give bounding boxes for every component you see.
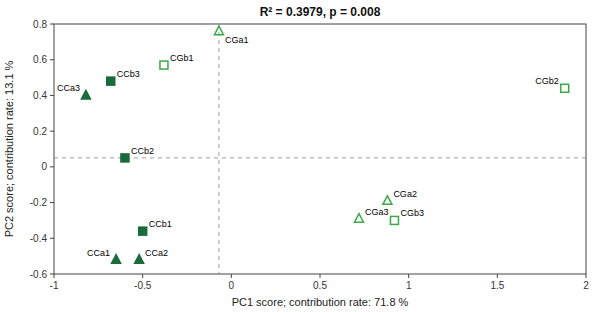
y-tick [50,131,54,132]
point [112,255,121,264]
y-tick [50,24,54,25]
point [383,196,392,205]
axes: -1 -0.5 0 0.5 1 1.5 2 -0.6 -0.4 -0.2 0 0.2 0.4 0.6 0.8 [30,19,589,292]
title: R² = 0.3979, p = 0.008 [260,5,381,19]
chart: -1 -0.5 0 0.5 1 1.5 2 -0.6 -0.4 -0.2 0 0.2 0.4 0.6 0.8… [0,0,600,312]
x-tick [586,274,587,278]
point [355,214,364,223]
point-label: CGb3 [400,208,424,218]
point [135,255,144,264]
point-label: CGb2 [535,76,559,86]
point-label: CCb1 [149,219,172,229]
point-label: CGb1 [170,53,194,63]
y-tick-label: 0.4 [33,90,47,101]
point [81,90,90,99]
y-tick-label: 0.8 [33,19,47,30]
y-tick [50,95,54,96]
x-tick-label: 2 [583,280,589,291]
x-tick-label: 0 [229,280,235,291]
x-tick-label: 1.5 [490,280,504,291]
point-label: CGa3 [365,207,389,217]
point [160,61,168,69]
x-tick [231,274,232,278]
x-tick-label: 1 [406,280,412,291]
reference-line [218,24,219,274]
y-tick [50,274,54,275]
point [107,77,115,85]
plot-area [54,24,586,274]
point [214,26,223,35]
point-label: CCa3 [57,83,80,93]
y-tick [50,238,54,239]
y-tick-label: 0.6 [33,54,47,65]
point-labels: CGa1 CGa2 CGa3 CGb1 CGb2 CGb3 CCa1 CCa2 CCa3 CCb1… [57,35,559,258]
point [561,84,569,92]
x-tick [142,274,143,278]
point [139,227,147,235]
point-label: CGa2 [393,189,417,199]
x-tick [54,274,55,278]
point-label: CCa2 [145,248,168,258]
point [121,154,129,162]
y-tick-label: -0.4 [30,233,48,244]
y-tick-label: 0 [41,161,47,172]
x-tick-label: -1 [50,280,59,291]
y-tick-label: -0.6 [30,269,48,280]
reference-line [54,157,586,158]
y-tick-label: -0.2 [30,197,48,208]
y-axis-label: PC2 score; contribution rate: 13.1 % [3,60,15,237]
y-tick [50,59,54,60]
plot-frame [54,24,586,274]
x-tick [497,274,498,278]
x-tick-label: -0.5 [134,280,152,291]
y-tick [50,202,54,203]
point-label: CGa1 [225,35,249,45]
point-label: CCa1 [87,248,110,258]
y-tick-label: 0.2 [33,126,47,137]
point-label: CCb3 [117,69,140,79]
point-label: CCb2 [131,146,154,156]
x-tick-label: 0.5 [313,280,327,291]
point [390,216,398,224]
x-tick [408,274,409,278]
y-tick [50,166,54,167]
x-axis-label: PC1 score; contribution rate: 71.8 % [232,296,409,308]
x-tick [320,274,321,278]
